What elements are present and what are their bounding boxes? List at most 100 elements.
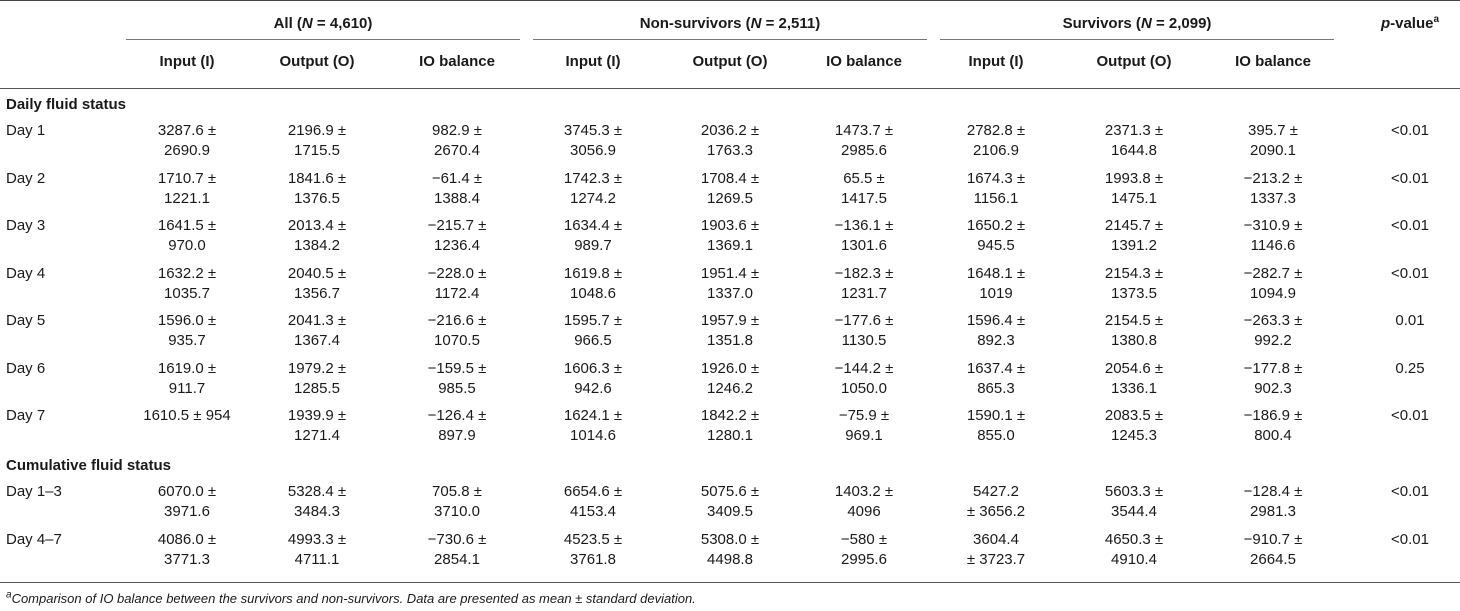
cell-mean: 1951.4 ±: [700, 264, 760, 282]
cell-mean: 3745.3 ±: [563, 122, 623, 139]
table-cell: −75.9 ± 969.1: [804, 406, 924, 446]
cell-sd: 1048.6: [570, 284, 616, 302]
table-cell: 2041.3 ± 1367.4: [257, 311, 377, 351]
cell-mean: 1596.0 ±: [157, 312, 217, 329]
cell-mean: 1590.1 ±: [966, 407, 1026, 424]
cell-mean: −159.5 ±: [427, 359, 487, 377]
table-cell: 1674.3 ± 1156.1: [936, 169, 1056, 209]
table-cell: 5427.2 ± 3656.2: [936, 482, 1056, 522]
table-cell: −177.6 ± 1130.5: [804, 311, 924, 351]
cell-sd: ± 3723.7: [966, 550, 1026, 568]
subheader-input-all: Input (I): [159, 53, 215, 70]
cell-sd: 1070.5: [434, 332, 480, 349]
row-label: Day 2: [6, 169, 46, 187]
pvalue-cell: <0.01: [1391, 483, 1429, 500]
cell-sd: ± 3656.2: [966, 503, 1026, 520]
cell-mean: −580 ±: [840, 530, 888, 548]
table-bottom-rule: [0, 582, 1460, 583]
table-cell: 1951.4 ± 1337.0: [670, 264, 790, 304]
cell-sd: 902.3: [1254, 379, 1292, 397]
cell-mean: −730.6 ±: [427, 530, 487, 548]
cell-mean: −213.2 ±: [1243, 169, 1303, 187]
cell-mean: 2083.5 ±: [1104, 407, 1164, 424]
cell-mean: −263.3 ±: [1243, 312, 1303, 329]
table-cell: 1619.0 ± 911.7: [127, 359, 247, 399]
table-cell: 5075.6 ± 3409.5: [670, 482, 790, 522]
cell-sd: 1369.1: [707, 237, 753, 254]
cell-sd: 2981.3: [1250, 503, 1296, 520]
pvalue-cell: <0.01: [1391, 217, 1429, 234]
row-label: Day 4–7: [6, 530, 62, 548]
cell-mean: 1596.4 ±: [966, 312, 1026, 329]
table-cell: 1624.1 ± 1014.6: [533, 406, 653, 446]
subheader-input-survivors: Input (I): [968, 53, 1024, 70]
cell-mean: −136.1 ±: [834, 217, 894, 234]
table-cell: −126.4 ± 897.9: [397, 406, 517, 446]
pvalue-cell: <0.01: [1391, 407, 1429, 424]
cell-sd: 3484.3: [294, 503, 340, 520]
table-cell: 1595.7 ± 966.5: [533, 311, 653, 351]
pvalue-cell: <0.01: [1391, 530, 1429, 548]
table-cell: −136.1 ± 1301.6: [804, 216, 924, 256]
cell-sd: 1391.2: [1111, 237, 1157, 254]
cell-sd: 4153.4: [570, 503, 616, 520]
cell-sd: 2106.9: [973, 142, 1019, 159]
subheader-io-balance-all: IO balance: [419, 53, 495, 70]
cell-sd: 2664.5: [1250, 550, 1296, 568]
cell-mean: 395.7 ±: [1248, 122, 1298, 139]
table-cell: 4086.0 ± 3771.3: [127, 530, 247, 570]
cell-sd: 3544.4: [1111, 503, 1157, 520]
cell-mean: −177.6 ±: [834, 312, 894, 329]
table-cell: 1590.1 ± 855.0: [936, 406, 1056, 446]
cell-sd: 1269.5: [707, 189, 753, 207]
table-cell: 1710.7 ± 1221.1: [127, 169, 247, 209]
cell-sd: 1384.2: [294, 237, 340, 254]
table-cell: 5328.4 ± 3484.3: [257, 482, 377, 522]
cell-sd: 1094.9: [1250, 284, 1296, 302]
pvalue-cell: <0.01: [1391, 169, 1429, 187]
cell-mean: −186.9 ±: [1243, 407, 1303, 424]
table-cell: 6070.0 ± 3971.6: [127, 482, 247, 522]
table-cell: −216.6 ± 1070.5: [397, 311, 517, 351]
cell-sd: 1236.4: [434, 237, 480, 254]
table-cell: 1650.2 ± 945.5: [936, 216, 1056, 256]
cell-sd: 1373.5: [1111, 284, 1157, 302]
table-cell: 1610.5 ± 954: [127, 406, 247, 426]
cell-mean: 4993.3 ±: [287, 530, 347, 548]
cell-mean: −126.4 ±: [427, 407, 487, 424]
cell-sd: 2670.4: [434, 142, 480, 159]
table-cell: 1641.5 ± 970.0: [127, 216, 247, 256]
table-cell: 1606.3 ± 942.6: [533, 359, 653, 399]
cell-mean: 3287.6 ±: [157, 122, 217, 139]
cell-mean: 5075.6 ±: [700, 483, 760, 500]
cell-sd: 4711.1: [294, 550, 340, 568]
cell-mean: −282.7 ±: [1243, 264, 1303, 282]
table-cell: 4523.5 ± 3761.8: [533, 530, 653, 570]
cell-sd: 800.4: [1254, 427, 1292, 444]
cell-mean: 2145.7 ±: [1104, 217, 1164, 234]
row-label: Day 1: [6, 122, 46, 139]
cell-mean: −177.8 ±: [1243, 359, 1303, 377]
table-cell: −580 ± 2995.6: [804, 530, 924, 570]
group-header-survivors: Survivors (N = 2,099): [1062, 15, 1212, 32]
table-cell: −215.7 ± 1236.4: [397, 216, 517, 256]
cell-sd: 935.7: [168, 332, 206, 349]
cell-sd: 1367.4: [294, 332, 340, 349]
cell-sd: 4096: [847, 503, 881, 520]
cell-mean: 5328.4 ±: [287, 483, 347, 500]
cell-sd: 1280.1: [707, 427, 753, 444]
table-cell: 1473.7 ± 2985.6: [804, 121, 924, 161]
cell-sd: 1274.2: [570, 189, 616, 207]
group-header-all: All (N = 4,610): [273, 15, 373, 32]
cell-mean: 1742.3 ±: [563, 169, 623, 187]
table-cell: 1708.4 ± 1269.5: [670, 169, 790, 209]
cell-mean: 4086.0 ±: [157, 530, 217, 548]
cell-mean: 705.8 ±: [432, 483, 482, 500]
subheader-io-balance-survivors: IO balance: [1235, 53, 1311, 70]
table-cell: 2154.3 ± 1373.5: [1074, 264, 1194, 304]
table-cell: 4993.3 ± 4711.1: [257, 530, 377, 570]
cell-mean: −128.4 ±: [1243, 483, 1303, 500]
cell-sd: 2854.1: [434, 550, 480, 568]
cell-sd: 3761.8: [570, 550, 616, 568]
cell-sd: 1246.2: [707, 379, 753, 397]
